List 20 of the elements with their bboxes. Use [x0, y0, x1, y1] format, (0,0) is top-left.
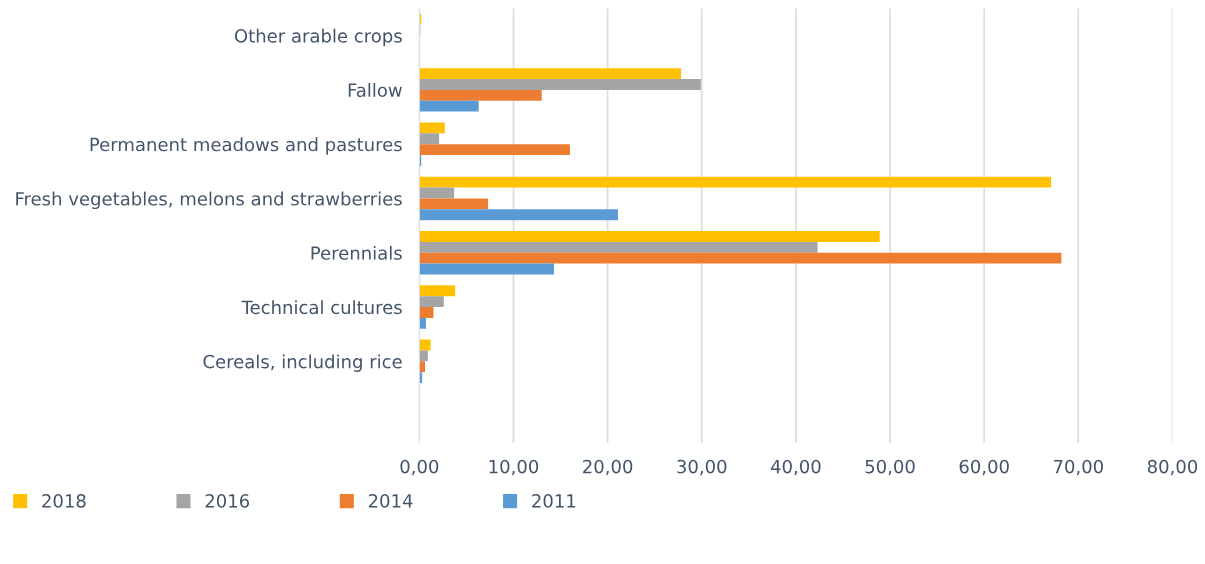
y-tick-label: Fresh vegetables, melons and strawberries	[16, 191, 402, 210]
x-tick-label: 10,00	[489, 459, 539, 476]
legend-label: 2016	[205, 494, 250, 508]
y-tick-label: Technical cultures	[241, 300, 402, 315]
y-tick-label: Cereals, including rice	[203, 354, 402, 372]
legend-label: 2014	[368, 494, 413, 508]
legend-label: 2018	[42, 494, 86, 508]
y-tick-label: Permanent meadows and pastures	[90, 137, 402, 155]
x-tick-label: 0,00	[400, 459, 439, 476]
x-tick-label: 60,00	[959, 459, 1009, 476]
x-tick-label: 80,00	[1147, 459, 1198, 476]
y-tick-label: Perennials	[311, 245, 402, 260]
legend-label: 2011	[532, 494, 576, 508]
x-tick-label: 50,00	[865, 459, 915, 476]
x-tick-label: 30,00	[677, 459, 727, 476]
x-tick-label: 40,00	[770, 459, 821, 476]
x-tick-label: 70,00	[1053, 459, 1103, 476]
x-tick-label: 20,00	[583, 459, 633, 476]
y-tick-label: Fallow	[348, 83, 402, 97]
y-tick-label: Other arable crops	[234, 28, 402, 47]
